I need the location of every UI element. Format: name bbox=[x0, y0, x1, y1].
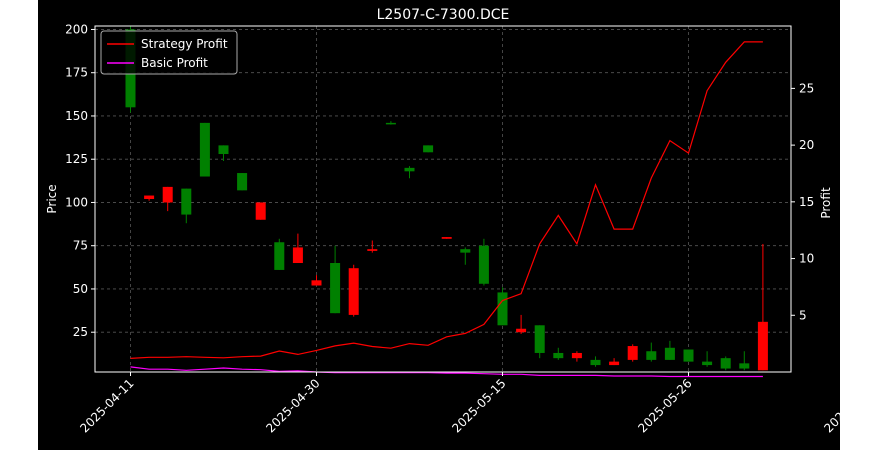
chart-title: L2507-C-7300.DCE bbox=[377, 7, 510, 23]
candle-body bbox=[218, 145, 229, 155]
legend-basic-label: Basic Profit bbox=[141, 56, 208, 70]
candle-body bbox=[274, 242, 285, 270]
candle-body bbox=[757, 321, 768, 371]
x-tick-label: 2025-05-15 bbox=[449, 376, 508, 435]
candle-body bbox=[627, 346, 638, 360]
strategy-profit-line bbox=[130, 41, 763, 359]
basic-profit-line bbox=[130, 366, 763, 378]
y-tick-label: 25 bbox=[73, 325, 88, 339]
candle-body bbox=[516, 328, 527, 333]
candle-body bbox=[460, 249, 471, 253]
candle-body bbox=[423, 145, 434, 153]
candle-body bbox=[292, 247, 303, 264]
candle-body bbox=[144, 195, 155, 199]
legend-box bbox=[100, 30, 238, 75]
y-right-tick-label: 15 bbox=[799, 195, 814, 209]
candle-body bbox=[199, 122, 210, 177]
candle-body bbox=[367, 249, 378, 251]
legend-strategy-label: Strategy Profit bbox=[141, 37, 228, 51]
x-tick-label: 2025-04-30 bbox=[263, 376, 322, 435]
candlestick-chart: 25 50 75 100 125 150 175 200 5 10 15 20 25 2025-04-11… bbox=[45, 7, 878, 435]
candles bbox=[125, 26, 768, 371]
candle-body bbox=[162, 186, 173, 203]
y-tick-label: 200 bbox=[65, 22, 88, 36]
y-tick-label: 150 bbox=[65, 109, 88, 123]
legend: Strategy Profit Basic Profit bbox=[100, 30, 238, 75]
y-tick-label: 75 bbox=[73, 239, 88, 253]
candle-body bbox=[311, 280, 322, 286]
y-right-tick-label: 20 bbox=[799, 138, 814, 152]
y-axis-label: Price bbox=[45, 184, 59, 213]
y-tick-label: 125 bbox=[65, 152, 88, 166]
candle-body bbox=[571, 352, 582, 359]
candle-body bbox=[646, 351, 657, 360]
y-tick-label: 175 bbox=[65, 66, 88, 80]
candle-body bbox=[330, 263, 341, 314]
candle-body bbox=[739, 363, 750, 369]
grid bbox=[95, 26, 875, 372]
y-right-tick-label: 25 bbox=[799, 81, 814, 95]
candle-body bbox=[348, 268, 359, 315]
candle-body bbox=[255, 202, 266, 220]
candle-body bbox=[534, 325, 545, 353]
candle-body bbox=[441, 237, 452, 239]
x-tick-label: 2025-05-26 bbox=[635, 376, 694, 435]
chart-figure: 25 50 75 100 125 150 175 200 5 10 15 20 25 2025-04-11… bbox=[38, 0, 878, 450]
x-tick-label: 2025-06-05 bbox=[821, 376, 840, 435]
candle-body bbox=[385, 122, 396, 125]
candle-body bbox=[609, 361, 620, 366]
candle-body bbox=[497, 292, 508, 326]
y-right-tick-label: 5 bbox=[799, 308, 807, 322]
candle-body bbox=[553, 352, 564, 359]
candle-body bbox=[702, 361, 713, 366]
profit-lines bbox=[130, 41, 763, 378]
y-right-tick-label: 10 bbox=[799, 252, 814, 266]
y-tick-label: 100 bbox=[65, 195, 88, 209]
y-axis-right-label: Profit bbox=[819, 187, 833, 219]
candle-body bbox=[237, 173, 248, 191]
y-tick-label: 50 bbox=[73, 282, 88, 296]
candle-body bbox=[664, 347, 675, 360]
candle-body bbox=[404, 167, 415, 172]
candle-body bbox=[181, 188, 192, 215]
candle-body bbox=[720, 358, 731, 369]
plot-frame bbox=[94, 25, 792, 373]
x-tick-label: 2025-04-11 bbox=[77, 376, 136, 435]
candle-body bbox=[683, 349, 694, 362]
candle-body bbox=[590, 359, 601, 366]
candle-body bbox=[478, 245, 489, 284]
